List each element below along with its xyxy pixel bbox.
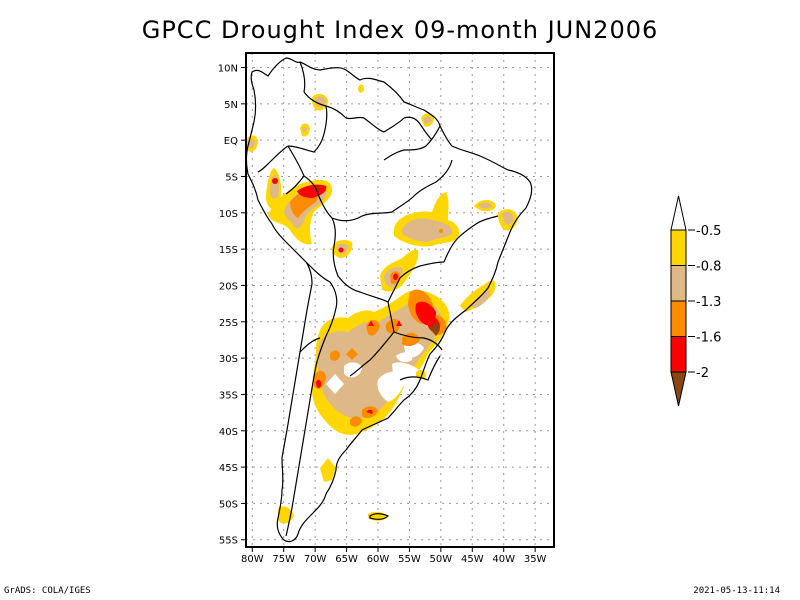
lat-tick-label: 45S <box>219 463 238 474</box>
colorbar-swatch <box>670 229 687 266</box>
colorbar-swatch <box>670 300 687 337</box>
lon-tick-label: 80W <box>241 554 264 565</box>
map-frame <box>245 52 555 548</box>
lon-tick-label: 75W <box>272 554 295 565</box>
coastlines-borders <box>246 57 533 543</box>
extreme-drought-cell <box>430 322 440 336</box>
colorbar-swatch-bottom <box>670 371 687 407</box>
drought-region-northern-peru <box>266 168 282 210</box>
lat-tick-label: 55S <box>219 536 238 547</box>
lat-tick-label: 10S <box>219 209 238 220</box>
amazon-river <box>383 125 441 161</box>
colorbar-label: -0.5 <box>696 224 721 239</box>
lon-tick-label: 35W <box>524 554 547 565</box>
drought-region-northeast-brazil <box>474 200 518 231</box>
lon-tick-label: 55W <box>398 554 421 565</box>
lat-tick-label: 35S <box>219 390 238 401</box>
lat-tick-label: 40S <box>219 427 238 438</box>
lat-tick-label: EQ <box>224 136 238 147</box>
lat-tick-label: 5N <box>224 100 238 111</box>
drought-region-guyana <box>358 84 364 93</box>
lat-tick-label: 5S <box>225 173 238 184</box>
falkland-islands <box>369 513 390 520</box>
colorbar-label: -2 <box>696 366 709 381</box>
lon-tick-label: 50W <box>430 554 453 565</box>
grads-credit: GrADS: COLA/IGES <box>4 586 91 596</box>
drought-region-central-brazil <box>394 192 460 247</box>
lat-tick-label: 20S <box>219 281 238 292</box>
lon-tick-label: 60W <box>367 554 390 565</box>
drought-core-colombia <box>302 126 307 133</box>
colorbar-legend: -0.5 -0.8 -1.3 -1.6 -2 <box>670 195 721 407</box>
drought-region-french-guiana <box>421 113 434 127</box>
country-borders <box>257 61 499 537</box>
colorbar-swatch-top <box>670 195 687 231</box>
lat-tick-label: 25S <box>219 318 238 329</box>
drought-region-bolivia <box>332 240 353 258</box>
drought-region-western-amazon <box>268 179 333 245</box>
lat-tick-label: 50S <box>219 499 238 510</box>
drought-fill-layer <box>246 84 518 524</box>
lon-tick-label: 65W <box>335 554 358 565</box>
axis-ticks: 10N 5N EQ 5S 10S 15S 20S 25S 30S 35S 40S 45S 50S 55S8… <box>218 64 547 565</box>
lat-tick-label: 30S <box>219 354 238 365</box>
timestamp: 2021-05-13-11:14 <box>693 586 780 596</box>
map-title: GPCC Drought Index 09-month JUN2006 <box>141 16 659 44</box>
lon-tick-label: 40W <box>492 554 515 565</box>
drought-region-mato-grosso-do-sul <box>380 249 419 292</box>
lat-tick-label: 10N <box>218 64 238 75</box>
colorbar-label: -0.8 <box>696 260 721 275</box>
drought-region-southern-cone <box>312 289 450 435</box>
colorbar-swatch <box>670 265 687 302</box>
lon-tick-label: 70W <box>304 554 327 565</box>
colorbar-label: -1.3 <box>696 295 721 310</box>
colorbar-swatch <box>670 336 687 373</box>
drought-region-southeast-brazil <box>460 280 496 312</box>
colorbar-label: -1.6 <box>696 331 721 346</box>
lon-tick-label: 45W <box>461 554 484 565</box>
lat-tick-label: 15S <box>219 245 238 256</box>
drought-region-patagonia <box>320 458 336 482</box>
drought-region-venezuela <box>312 93 328 111</box>
